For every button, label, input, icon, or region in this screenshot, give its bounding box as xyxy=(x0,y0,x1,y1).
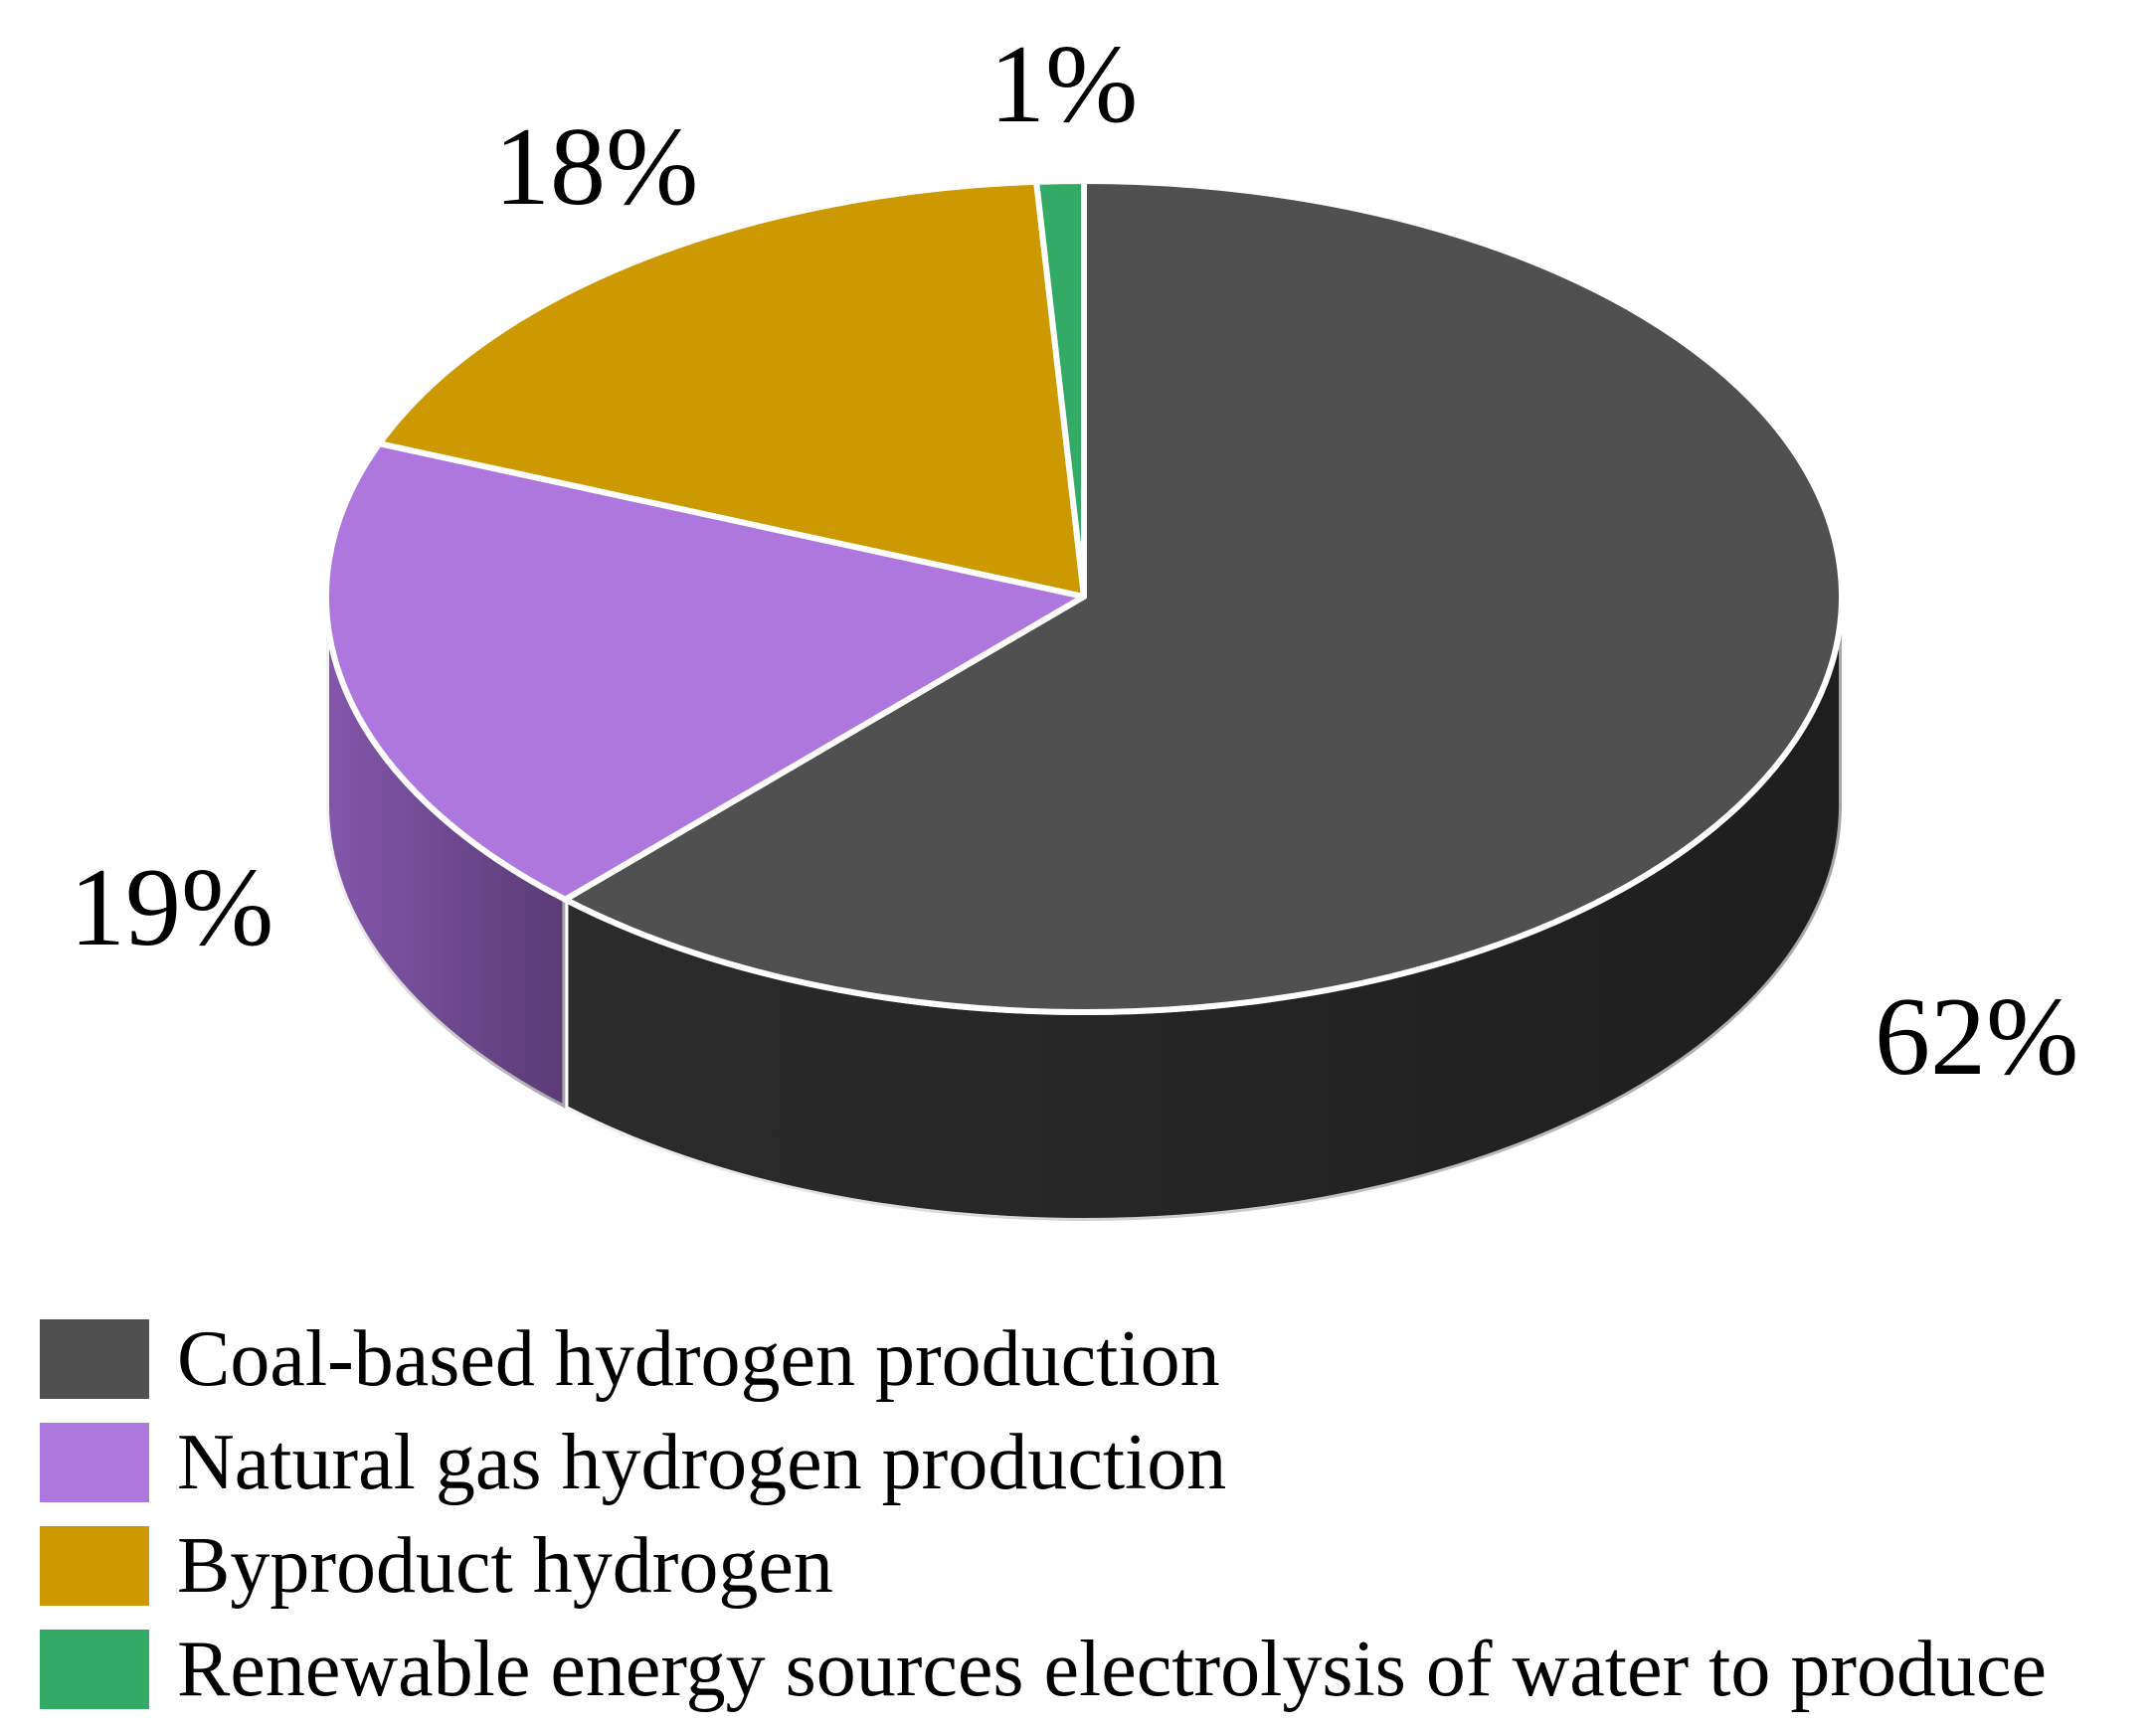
pie-sides xyxy=(323,594,1845,1224)
legend-swatch-natural-gas xyxy=(40,1423,149,1502)
pie-slice-renewable xyxy=(1033,177,1087,600)
legend-label-coal: Coal-based hydrogen production xyxy=(177,1315,1220,1403)
legend: Coal-based hydrogen production Natural g… xyxy=(40,1307,2148,1721)
pie-side-shade-coal xyxy=(565,597,1842,1221)
pie-tops xyxy=(323,177,1845,1015)
legend-label-natural-gas: Natural gas hydrogen production xyxy=(177,1419,1227,1506)
pie-slice-byproduct xyxy=(376,178,1087,600)
legend-item-coal: Coal-based hydrogen production xyxy=(40,1307,2148,1411)
legend-label-byproduct: Byproduct hydrogen xyxy=(177,1522,833,1610)
data-label-coal: 62% xyxy=(1875,975,2078,1099)
pie-side-shade-natural-gas xyxy=(326,597,566,1109)
data-label-byproduct: 18% xyxy=(494,105,698,229)
legend-item-natural-gas: Natural gas hydrogen production xyxy=(40,1411,2148,1514)
legend-item-renewable: Renewable energy sources electrolysis of… xyxy=(40,1618,2148,1721)
legend-swatch-byproduct xyxy=(40,1526,149,1606)
pie-slice-coal xyxy=(562,178,1845,1015)
legend-item-byproduct: Byproduct hydrogen xyxy=(40,1514,2148,1618)
legend-swatch-renewable xyxy=(40,1630,149,1709)
legend-label-renewable: Renewable energy sources electrolysis of… xyxy=(177,1626,2048,1713)
pie-labels: 62% 19% 18% 1% xyxy=(70,23,2078,1099)
data-label-renewable: 1% xyxy=(989,23,1138,146)
data-label-natural-gas: 19% xyxy=(70,846,273,969)
legend-swatch-coal xyxy=(40,1319,149,1399)
